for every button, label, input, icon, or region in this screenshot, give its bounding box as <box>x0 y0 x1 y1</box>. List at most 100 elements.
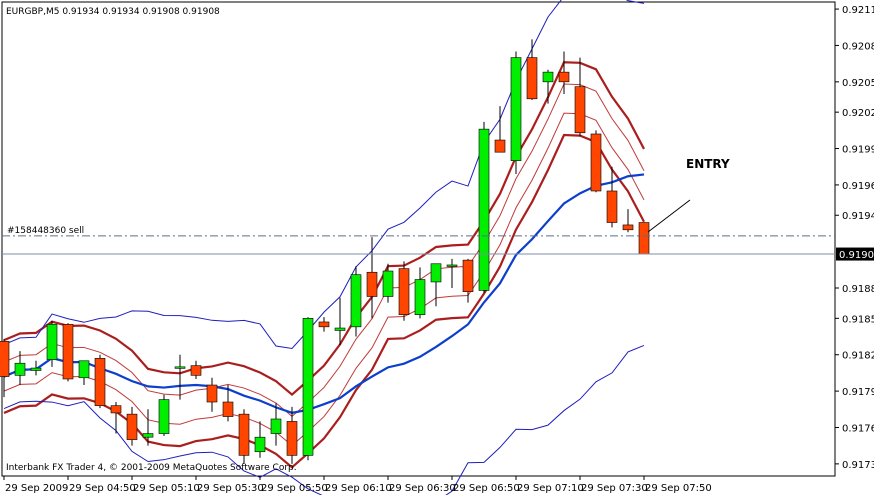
candle-body <box>478 128 490 291</box>
moving-average-line <box>3 173 645 414</box>
candle <box>622 209 634 233</box>
candle <box>222 385 234 422</box>
candle <box>62 323 74 382</box>
y-tick-label: 0.91765 <box>842 423 874 434</box>
candle-body <box>590 133 602 192</box>
candle-body <box>142 433 154 438</box>
candle-body <box>542 71 554 83</box>
candle <box>574 57 586 137</box>
candle-body <box>606 190 618 223</box>
candle-body <box>14 362 26 376</box>
candle <box>638 222 650 255</box>
candle-body <box>78 360 90 379</box>
candle-body <box>350 274 362 328</box>
candle <box>558 51 570 94</box>
candle <box>142 409 154 446</box>
candle <box>94 354 106 409</box>
x-tick-label: 29 Sep 05:10 <box>133 483 200 494</box>
candle <box>254 421 266 458</box>
candle <box>414 267 426 319</box>
x-tick-label: 29 Sep 05:50 <box>261 483 328 494</box>
candle <box>14 351 26 386</box>
x-tick-label: 29 Sep 07:10 <box>517 483 584 494</box>
y-tick-label: 0.91995 <box>842 145 874 156</box>
entry-annotation: ENTRY <box>686 157 730 171</box>
candle-body <box>286 421 298 456</box>
candle <box>366 237 378 319</box>
candle <box>126 406 138 446</box>
candle <box>158 394 170 436</box>
envelope-lower-line <box>3 133 645 469</box>
x-tick-label: 29 Sep 06:50 <box>453 483 520 494</box>
candle-body <box>46 324 58 360</box>
order-label: #158448360 sell <box>7 226 84 236</box>
candle <box>190 360 202 379</box>
y-tick-label: 0.91735 <box>842 460 874 471</box>
y-tick-label: 0.91965 <box>842 181 874 192</box>
candle-body <box>622 224 634 231</box>
entry-arrow-line <box>647 199 691 233</box>
y-tick-label: 0.92025 <box>842 108 874 119</box>
candle-body <box>318 321 330 328</box>
envelope-inner-lower-line <box>3 112 645 447</box>
x-tick-label: 29 Sep 05:30 <box>197 483 264 494</box>
candle-body <box>510 57 522 161</box>
candles-group[interactable] <box>0 39 650 464</box>
candle-body <box>462 259 474 292</box>
candle <box>110 402 122 434</box>
candle-body <box>222 401 234 417</box>
candle-body <box>366 271 378 297</box>
x-tick-label: 29 Sep 04:50 <box>69 483 136 494</box>
candle <box>238 409 250 464</box>
candle <box>526 39 538 101</box>
x-tick-label: 29 Sep 06:10 <box>325 483 392 494</box>
x-tick-label: 29 Sep 07:50 <box>645 483 712 494</box>
candle-body <box>638 222 650 255</box>
candle <box>30 360 42 376</box>
candle-body <box>94 358 106 406</box>
candle-body <box>398 268 410 315</box>
x-tick-label: 29 Sep 2009 <box>5 483 68 494</box>
candle-body <box>494 139 506 153</box>
bands-group <box>3 0 645 495</box>
candle-body <box>0 341 10 377</box>
candle <box>46 320 58 367</box>
candle-body <box>334 327 346 331</box>
candle <box>0 338 10 398</box>
candle <box>430 263 442 307</box>
candle-body <box>574 86 586 134</box>
candle <box>606 166 618 228</box>
candle <box>302 317 314 461</box>
candle-body <box>30 367 42 371</box>
candle-body <box>558 71 570 83</box>
candle-body <box>254 436 266 453</box>
candle <box>78 360 90 386</box>
candle-body <box>206 384 218 403</box>
candle-body <box>190 365 202 376</box>
x-tick-label: 29 Sep 06:30 <box>389 483 456 494</box>
y-tick-label: 0.91855 <box>842 314 874 325</box>
bollinger-upper-line <box>3 0 645 350</box>
envelope-inner-upper-line <box>3 83 645 418</box>
candle <box>382 263 394 303</box>
candle <box>206 377 218 412</box>
candle <box>270 403 282 446</box>
candle <box>318 317 330 332</box>
candle <box>334 297 346 346</box>
candle-body <box>382 270 394 297</box>
candle-body <box>174 366 186 369</box>
x-tick-label: 29 Sep 07:30 <box>581 483 648 494</box>
candle-body <box>302 318 314 456</box>
candle-body <box>270 418 282 434</box>
candle-body <box>414 279 426 315</box>
candle <box>286 406 298 464</box>
candle <box>510 51 522 175</box>
candle-body <box>110 405 122 414</box>
chart-title: EURGBP,M5 0.91934 0.91934 0.91908 0.9190… <box>6 7 220 17</box>
